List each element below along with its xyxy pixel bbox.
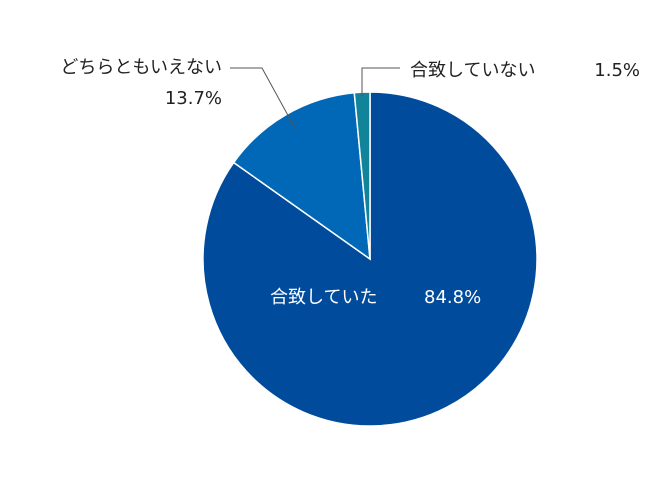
slice-label: どちらともいえない	[60, 57, 222, 78]
leader-line	[361, 67, 400, 96]
value-label: 84.8%	[424, 287, 481, 308]
value-label: 1.5%	[594, 60, 640, 81]
leader-line	[230, 67, 297, 131]
slice-label: 合致していた	[270, 287, 377, 308]
value-label: 13.7%	[165, 88, 222, 109]
pie-slice	[232, 91, 371, 261]
slice-label: 合致していない	[410, 60, 535, 81]
